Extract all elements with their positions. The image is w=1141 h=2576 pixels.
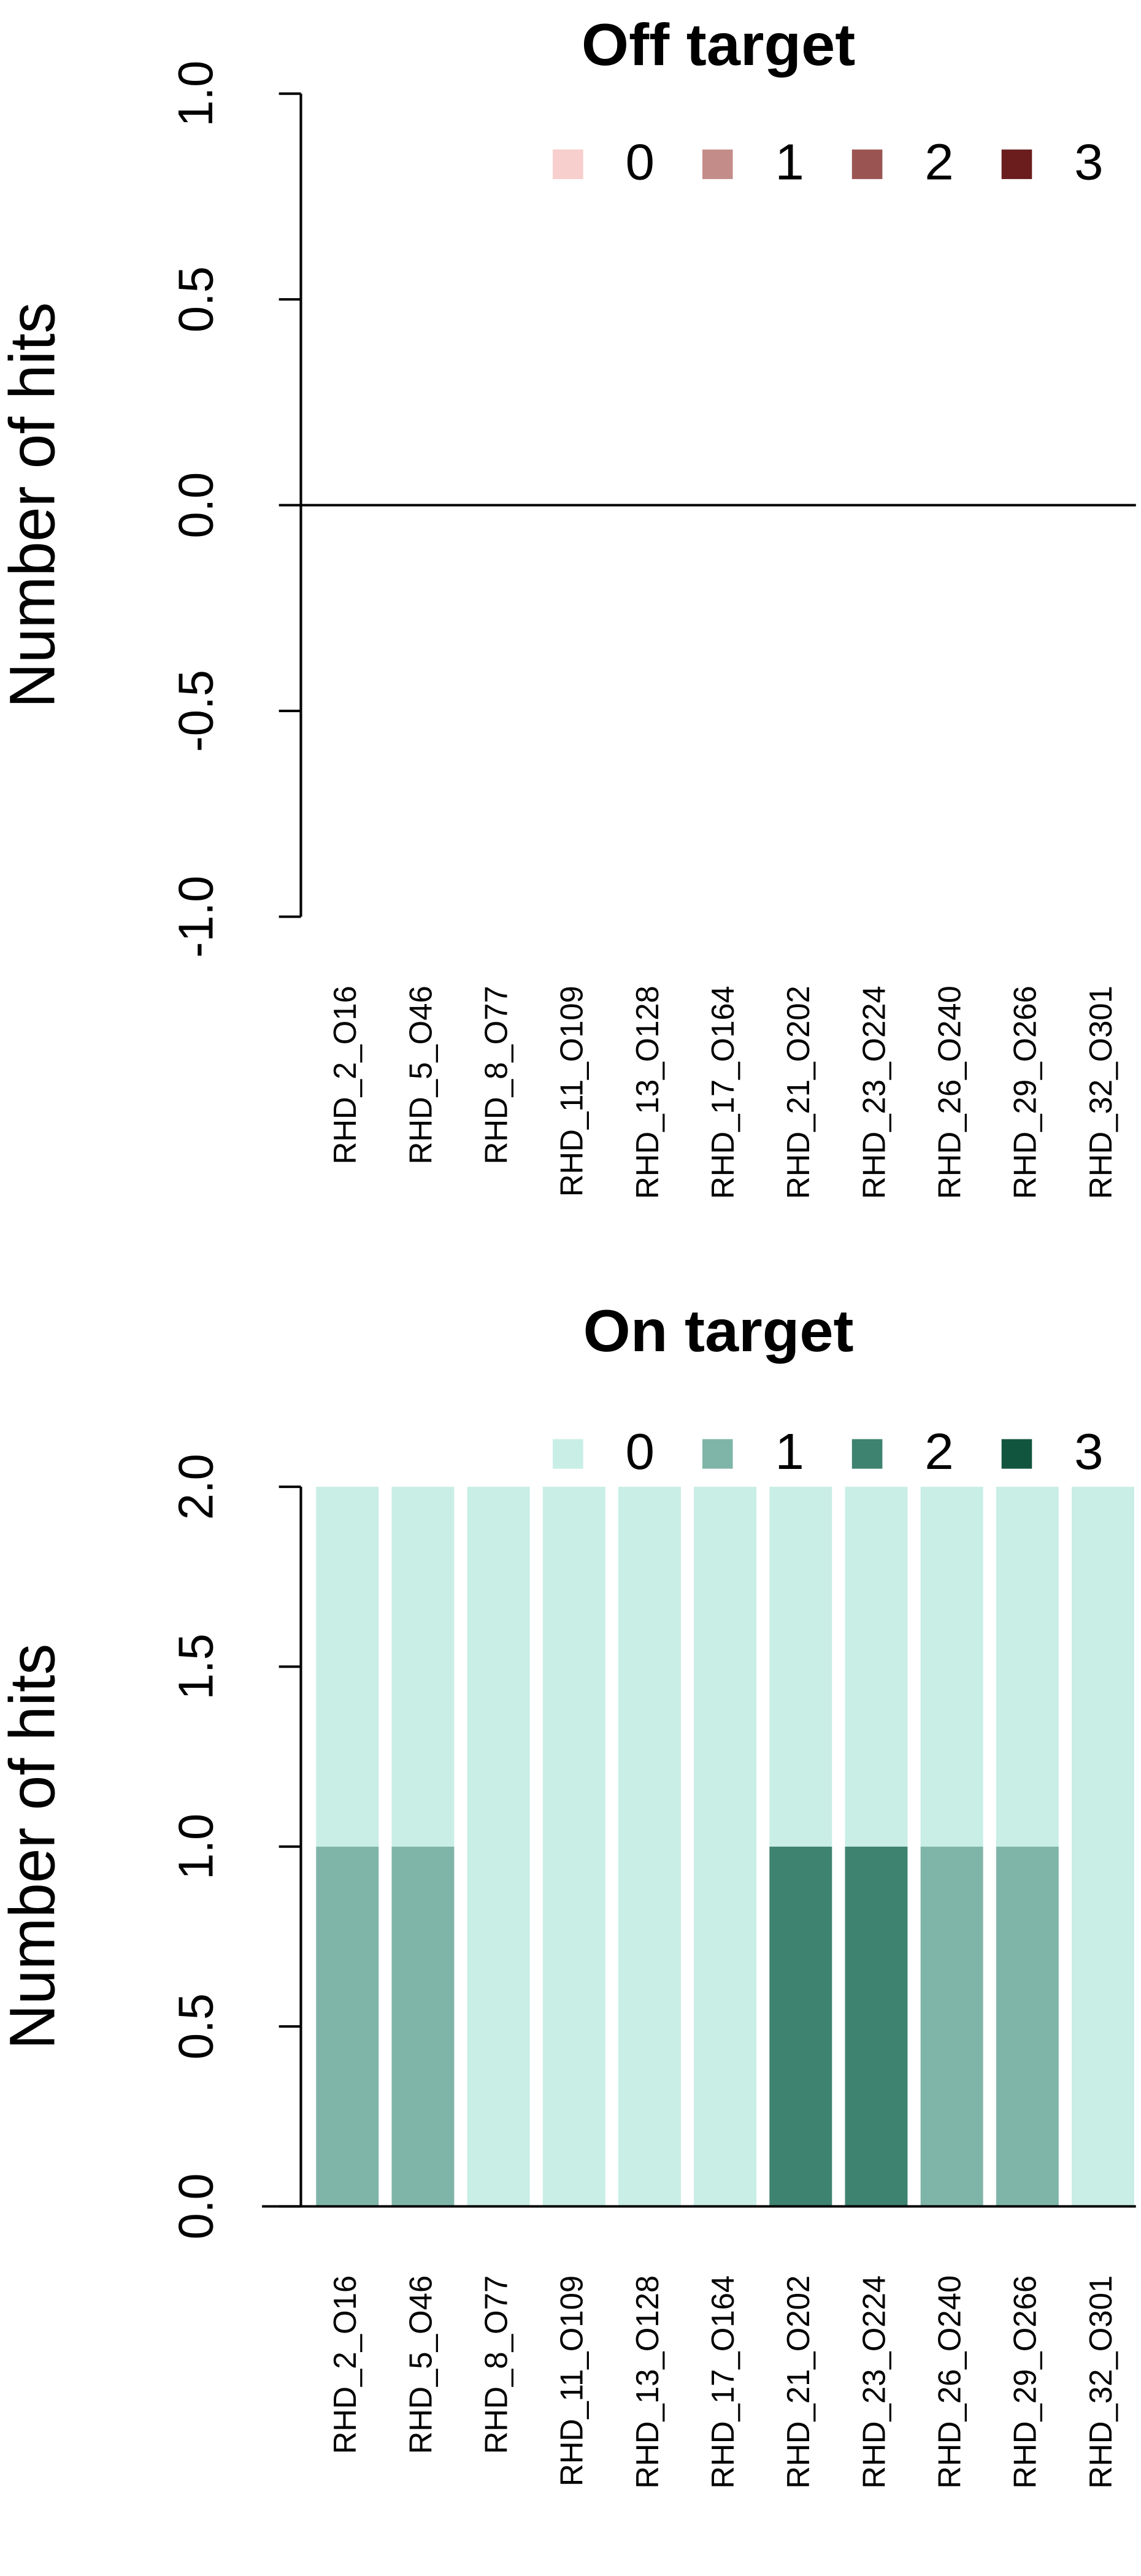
y-tick-label: 1.0 bbox=[168, 1814, 223, 1880]
y-tick-label: 0.5 bbox=[168, 1993, 223, 2060]
legend-label: 3 bbox=[1074, 134, 1104, 191]
x-tick-label: RHD_26_O240 bbox=[931, 986, 967, 1199]
x-tick-label: RHD_13_O128 bbox=[629, 2275, 665, 2489]
legend-swatch bbox=[702, 1439, 733, 1469]
bar-segment bbox=[845, 1487, 908, 1847]
legend-label: 1 bbox=[775, 1423, 804, 1480]
x-tick-label: RHD_23_O224 bbox=[856, 986, 892, 1199]
y-tick-label: 0.0 bbox=[168, 2173, 223, 2239]
chart-title: On target bbox=[583, 1297, 854, 1363]
x-tick-label: RHD_21_O202 bbox=[780, 2275, 816, 2489]
bar-segment bbox=[920, 1487, 983, 1847]
legend-label: 0 bbox=[626, 134, 655, 191]
x-tick-label: RHD_2_O16 bbox=[326, 986, 363, 1164]
y-tick-label: 0.5 bbox=[168, 266, 223, 332]
x-tick-label: RHD_21_O202 bbox=[780, 986, 816, 1199]
bar-segment bbox=[845, 1846, 908, 2207]
bar-segment bbox=[316, 1846, 379, 2207]
y-tick-label: -0.5 bbox=[168, 670, 223, 752]
bar-segment bbox=[769, 1487, 832, 1847]
bar-segment bbox=[391, 1846, 455, 2207]
bar-segment bbox=[694, 1487, 757, 2207]
legend-label: 2 bbox=[924, 134, 954, 191]
x-tick-label: RHD_5_O46 bbox=[402, 986, 439, 1164]
x-tick-label: RHD_13_O128 bbox=[629, 986, 665, 1199]
bar-segment bbox=[391, 1487, 455, 1847]
bar-segment bbox=[542, 1487, 605, 2207]
y-axis-label: Number of hits bbox=[0, 302, 68, 708]
x-tick-label: RHD_2_O16 bbox=[326, 2275, 363, 2454]
bar-segment bbox=[996, 1487, 1059, 1847]
x-tick-label: RHD_8_O77 bbox=[478, 986, 514, 1164]
x-tick-label: RHD_5_O46 bbox=[402, 2275, 439, 2454]
chart-title: Off target bbox=[582, 11, 855, 77]
legend-label: 2 bbox=[924, 1423, 954, 1480]
y-tick-label: 2.0 bbox=[168, 1454, 223, 1520]
y-axis-label: Number of hits bbox=[0, 1644, 68, 2050]
x-tick-label: RHD_11_O109 bbox=[553, 986, 590, 1197]
bar-segment bbox=[769, 1846, 832, 2207]
y-tick-label: 1.5 bbox=[168, 1633, 223, 1700]
legend-swatch bbox=[1001, 1439, 1032, 1469]
bar-segment bbox=[996, 1846, 1059, 2207]
legend-swatch bbox=[553, 149, 583, 179]
x-tick-label: RHD_29_O266 bbox=[1007, 2275, 1043, 2489]
legend-label: 3 bbox=[1074, 1423, 1104, 1480]
legend-swatch bbox=[702, 149, 733, 179]
x-tick-label: RHD_32_O301 bbox=[1082, 986, 1118, 1199]
bar-segment bbox=[618, 1487, 681, 2207]
legend-label: 1 bbox=[775, 134, 804, 191]
x-tick-label: RHD_17_O164 bbox=[704, 2275, 740, 2489]
legend-swatch bbox=[1001, 149, 1032, 179]
legend-label: 0 bbox=[626, 1423, 655, 1480]
y-tick-label: -1.0 bbox=[168, 876, 223, 958]
x-tick-label: RHD_29_O266 bbox=[1007, 986, 1043, 1199]
x-tick-label: RHD_8_O77 bbox=[478, 2275, 514, 2454]
x-tick-label: RHD_26_O240 bbox=[931, 2275, 967, 2489]
x-tick-label: RHD_23_O224 bbox=[856, 2275, 892, 2489]
bar-segment bbox=[920, 1846, 983, 2207]
x-tick-label: RHD_11_O109 bbox=[553, 2275, 590, 2486]
legend-swatch bbox=[851, 149, 883, 179]
x-tick-label: RHD_32_O301 bbox=[1082, 2275, 1118, 2489]
y-tick-label: 1.0 bbox=[168, 61, 223, 127]
bar-segment bbox=[316, 1487, 379, 1847]
bar-segment bbox=[467, 1487, 530, 2207]
x-tick-label: RHD_17_O164 bbox=[704, 986, 740, 1199]
y-tick-label: 0.0 bbox=[168, 472, 223, 539]
legend-swatch bbox=[553, 1439, 583, 1469]
legend-swatch bbox=[851, 1439, 883, 1469]
bar-segment bbox=[1072, 1487, 1134, 2207]
